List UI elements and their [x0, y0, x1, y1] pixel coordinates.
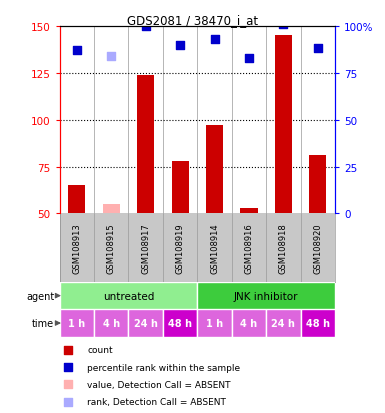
Text: GSM108917: GSM108917 — [141, 223, 150, 273]
Text: 1 h: 1 h — [68, 318, 85, 328]
Bar — [266, 310, 301, 337]
Text: percentile rank within the sample: percentile rank within the sample — [87, 363, 240, 372]
Bar — [301, 310, 335, 337]
Text: time: time — [32, 318, 54, 328]
Text: count: count — [87, 345, 113, 354]
Point — [211, 37, 218, 43]
Point — [270, 147, 276, 154]
Point — [74, 48, 80, 55]
Bar — [68, 186, 85, 214]
Text: 4 h: 4 h — [240, 318, 258, 328]
Bar — [103, 204, 120, 214]
Text: 48 h: 48 h — [168, 318, 192, 328]
Bar — [60, 310, 94, 337]
Bar — [275, 36, 292, 214]
Text: GSM108916: GSM108916 — [244, 223, 253, 273]
Point — [315, 46, 321, 52]
Bar — [137, 76, 154, 214]
Bar — [240, 208, 258, 214]
Point — [177, 42, 183, 49]
Text: JNK inhibitor: JNK inhibitor — [234, 291, 298, 301]
Point — [270, 304, 276, 311]
Text: GSM108919: GSM108919 — [176, 223, 185, 273]
Bar — [197, 282, 335, 310]
Text: GSM108918: GSM108918 — [279, 223, 288, 273]
Point — [142, 24, 149, 30]
Text: GSM108915: GSM108915 — [107, 223, 116, 273]
Bar — [171, 161, 189, 214]
Text: 24 h: 24 h — [271, 318, 295, 328]
Point — [108, 53, 114, 60]
Text: GSM108914: GSM108914 — [210, 223, 219, 273]
Text: 24 h: 24 h — [134, 318, 157, 328]
Bar — [197, 310, 232, 337]
Bar — [206, 126, 223, 214]
Text: agent: agent — [26, 291, 54, 301]
Text: value, Detection Call = ABSENT: value, Detection Call = ABSENT — [87, 380, 231, 389]
Text: rank, Detection Call = ABSENT: rank, Detection Call = ABSENT — [87, 397, 226, 406]
Text: untreated: untreated — [103, 291, 154, 301]
Bar — [232, 310, 266, 337]
Point — [280, 21, 286, 28]
Text: GDS2081 / 38470_i_at: GDS2081 / 38470_i_at — [127, 14, 258, 27]
Text: GSM108913: GSM108913 — [72, 223, 81, 273]
Text: GSM108920: GSM108920 — [313, 223, 322, 273]
Bar — [60, 282, 197, 310]
Text: 48 h: 48 h — [306, 318, 330, 328]
Point — [246, 55, 252, 62]
Text: 1 h: 1 h — [206, 318, 223, 328]
Bar — [129, 310, 163, 337]
Text: 4 h: 4 h — [103, 318, 120, 328]
Bar — [94, 310, 129, 337]
Bar — [309, 156, 326, 214]
Bar — [163, 310, 197, 337]
